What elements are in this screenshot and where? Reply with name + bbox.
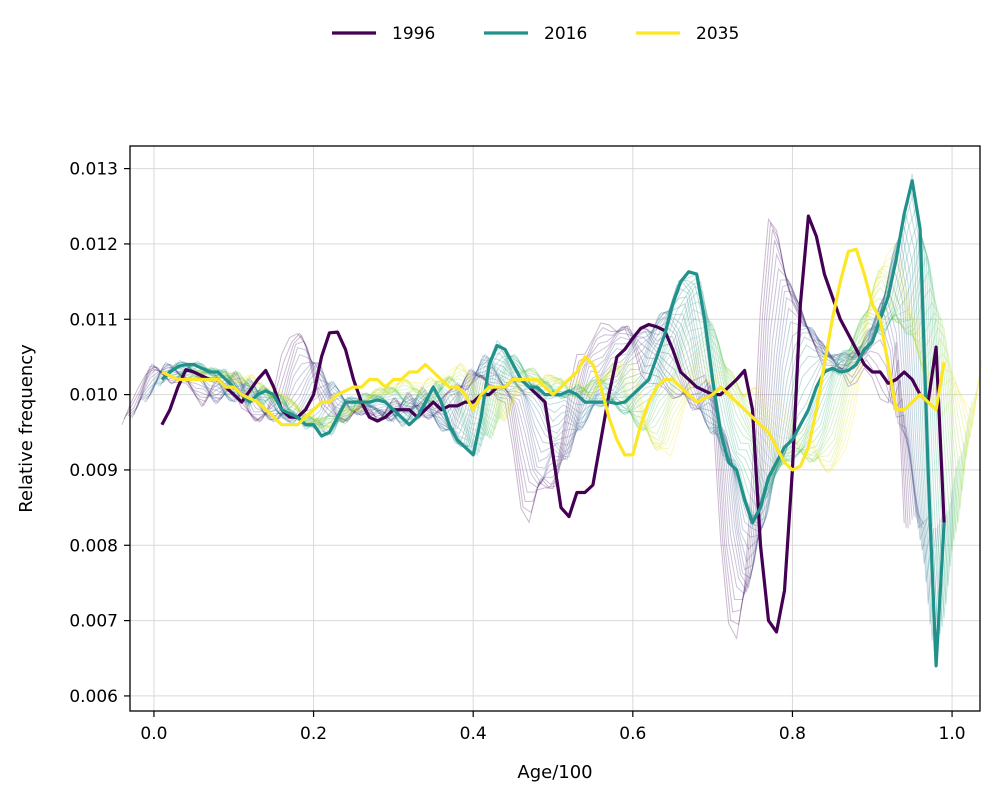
background-year-line [121, 218, 905, 640]
plot-frame [129, 145, 981, 712]
background-year-line [125, 229, 909, 613]
background-year-line [163, 189, 947, 645]
y-axis-title: Relative frequency [16, 344, 37, 513]
x-tick-label: 0.0 [140, 724, 167, 744]
y-tick-label: 0.011 [69, 310, 118, 330]
legend-label-1996: 1996 [392, 24, 435, 44]
background-year-line [185, 286, 969, 510]
legend-label-2016: 2016 [544, 24, 587, 44]
background-year-line [171, 236, 955, 605]
background-year-line [129, 252, 913, 596]
y-tick-label: 0.013 [69, 160, 118, 180]
legend-label-2035: 2035 [696, 24, 739, 44]
x-tick-label: 0.8 [779, 724, 806, 744]
x-tick-label: 1.0 [939, 724, 966, 744]
x-axis-title: Age/100 [517, 762, 592, 783]
background-year-line [139, 295, 923, 563]
background-year-line [197, 255, 981, 475]
background-year-line [149, 236, 933, 564]
background-year-line [193, 266, 977, 467]
y-tick-label: 0.010 [69, 386, 118, 406]
legend: 1996 2016 2035 [332, 24, 739, 44]
x-tick-label: 0.4 [460, 724, 487, 744]
y-tick-label: 0.009 [69, 461, 118, 481]
background-year-line [127, 239, 911, 601]
x-tick-label: 0.2 [300, 724, 327, 744]
background-year-lines [121, 173, 983, 661]
y-axis: 0.006 0.007 0.008 0.009 0.010 0.011 0.012 0.013 [69, 160, 130, 707]
series-line-2035 [161, 247, 946, 472]
x-tick-label: 0.6 [619, 724, 646, 744]
background-year-line [173, 245, 957, 587]
background-year-line [151, 232, 935, 582]
background-year-line [195, 266, 979, 473]
y-tick-label: 0.006 [69, 687, 118, 707]
y-tick-label: 0.007 [69, 612, 118, 632]
x-axis: 0.0 0.2 0.4 0.6 0.8 1.0 [140, 711, 966, 744]
background-year-line [133, 279, 917, 589]
background-year-line [191, 269, 975, 463]
background-year-line [165, 205, 949, 635]
y-tick-label: 0.012 [69, 235, 118, 255]
y-tick-label: 0.008 [69, 536, 118, 556]
background-year-line [135, 283, 919, 580]
background-year-line [123, 221, 907, 626]
grid-lines [130, 146, 980, 711]
series-lines [160, 179, 946, 668]
background-year-line [137, 290, 921, 571]
background-year-line [141, 283, 925, 551]
series-line-1996 [160, 214, 946, 634]
background-year-line [189, 275, 973, 474]
background-year-line [131, 267, 915, 593]
background-year-line [199, 243, 983, 472]
